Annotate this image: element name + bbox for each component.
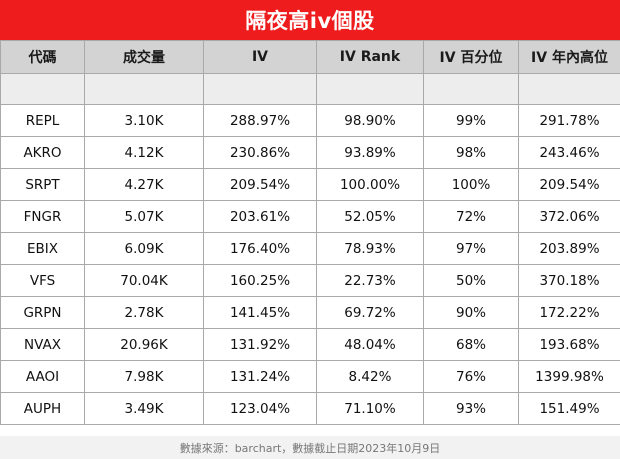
cell-iv-percentile: 98% (423, 136, 519, 169)
table-row: FNGR 5.07K 203.61% 52.05% 72% 372.06% (0, 200, 620, 233)
cell-ticker: NVAX (0, 328, 85, 361)
cell-volume: 20.96K (84, 328, 204, 361)
cell-volume: 3.10K (84, 104, 204, 137)
blank-cell (518, 73, 620, 105)
iv-table: 代碼 成交量 IV IV Rank IV 百分位 IV 年內高位 REPL 3.1… (0, 40, 620, 425)
cell-iv-rank: 71.10% (316, 392, 424, 425)
cell-iv: 288.97% (203, 104, 317, 137)
column-header-iv-percentile: IV 百分位 (423, 40, 519, 74)
cell-iv: 141.45% (203, 296, 317, 329)
cell-iv: 131.92% (203, 328, 317, 361)
cell-volume: 3.49K (84, 392, 204, 425)
column-header-iv-annual-high: IV 年內高位 (518, 40, 620, 74)
table-row: AKRO 4.12K 230.86% 93.89% 98% 243.46% (0, 136, 620, 169)
cell-iv-annual-high: 370.18% (518, 264, 620, 297)
table-row: AUPH 3.49K 123.04% 71.10% 93% 151.49% (0, 392, 620, 425)
cell-iv-rank: 98.90% (316, 104, 424, 137)
cell-volume: 5.07K (84, 200, 204, 233)
cell-ticker: SRPT (0, 168, 85, 201)
cell-iv-percentile: 76% (423, 360, 519, 393)
blank-cell (203, 73, 317, 105)
cell-volume: 4.27K (84, 168, 204, 201)
table-row: EBIX 6.09K 176.40% 78.93% 97% 203.89% (0, 232, 620, 265)
source-note: 數據來源：barchart，數據截止日期2023年10月9日 (179, 441, 441, 455)
cell-iv-percentile: 72% (423, 200, 519, 233)
cell-iv: 131.24% (203, 360, 317, 393)
table-row: AAOI 7.98K 131.24% 8.42% 76% 1399.98% (0, 360, 620, 393)
cell-iv: 160.25% (203, 264, 317, 297)
table-row: SRPT 4.27K 209.54% 100.00% 100% 209.54% (0, 168, 620, 201)
cell-volume: 70.04K (84, 264, 204, 297)
cell-iv-annual-high: 243.46% (518, 136, 620, 169)
cell-iv-annual-high: 209.54% (518, 168, 620, 201)
cell-iv-percentile: 68% (423, 328, 519, 361)
header-row: 代碼 成交量 IV IV Rank IV 百分位 IV 年內高位 (0, 40, 620, 74)
blank-cell (84, 73, 204, 105)
footer: 數據來源：barchart，數據截止日期2023年10月9日 (0, 436, 620, 459)
cell-volume: 6.09K (84, 232, 204, 265)
cell-volume: 7.98K (84, 360, 204, 393)
blank-cell (316, 73, 424, 105)
cell-ticker: VFS (0, 264, 85, 297)
column-header-iv: IV (203, 40, 317, 74)
cell-ticker: REPL (0, 104, 85, 137)
cell-iv-rank: 69.72% (316, 296, 424, 329)
table-row: REPL 3.10K 288.97% 98.90% 99% 291.78% (0, 104, 620, 137)
cell-iv-rank: 48.04% (316, 328, 424, 361)
cell-iv: 203.61% (203, 200, 317, 233)
cell-iv-percentile: 93% (423, 392, 519, 425)
cell-iv-rank: 78.93% (316, 232, 424, 265)
cell-volume: 2.78K (84, 296, 204, 329)
blank-cell (0, 73, 85, 105)
column-header-volume: 成交量 (84, 40, 204, 74)
cell-ticker: AKRO (0, 136, 85, 169)
cell-iv-rank: 93.89% (316, 136, 424, 169)
cell-iv: 176.40% (203, 232, 317, 265)
cell-iv: 123.04% (203, 392, 317, 425)
cell-iv-annual-high: 151.49% (518, 392, 620, 425)
title-bar: 隔夜高iv個股 (0, 0, 620, 40)
blank-row (0, 73, 620, 105)
cell-iv-rank: 22.73% (316, 264, 424, 297)
cell-iv-annual-high: 291.78% (518, 104, 620, 137)
cell-iv-annual-high: 172.22% (518, 296, 620, 329)
cell-iv-rank: 8.42% (316, 360, 424, 393)
cell-iv-annual-high: 203.89% (518, 232, 620, 265)
cell-iv-percentile: 100% (423, 168, 519, 201)
table-row: GRPN 2.78K 141.45% 69.72% 90% 172.22% (0, 296, 620, 329)
column-header-ticker: 代碼 (0, 40, 85, 74)
cell-iv-rank: 52.05% (316, 200, 424, 233)
cell-iv-percentile: 90% (423, 296, 519, 329)
cell-iv-annual-high: 193.68% (518, 328, 620, 361)
cell-ticker: AAOI (0, 360, 85, 393)
cell-iv-rank: 100.00% (316, 168, 424, 201)
column-header-iv-rank: IV Rank (316, 40, 424, 74)
cell-iv-annual-high: 372.06% (518, 200, 620, 233)
cell-ticker: FNGR (0, 200, 85, 233)
cell-ticker: GRPN (0, 296, 85, 329)
blank-cell (423, 73, 519, 105)
table-row: NVAX 20.96K 131.92% 48.04% 68% 193.68% (0, 328, 620, 361)
page-title: 隔夜高iv個股 (245, 9, 375, 33)
cell-ticker: AUPH (0, 392, 85, 425)
cell-iv-percentile: 97% (423, 232, 519, 265)
cell-iv-annual-high: 1399.98% (518, 360, 620, 393)
cell-iv: 209.54% (203, 168, 317, 201)
cell-iv-percentile: 50% (423, 264, 519, 297)
cell-ticker: EBIX (0, 232, 85, 265)
cell-iv: 230.86% (203, 136, 317, 169)
table-row: VFS 70.04K 160.25% 22.73% 50% 370.18% (0, 264, 620, 297)
cell-volume: 4.12K (84, 136, 204, 169)
cell-iv-percentile: 99% (423, 104, 519, 137)
